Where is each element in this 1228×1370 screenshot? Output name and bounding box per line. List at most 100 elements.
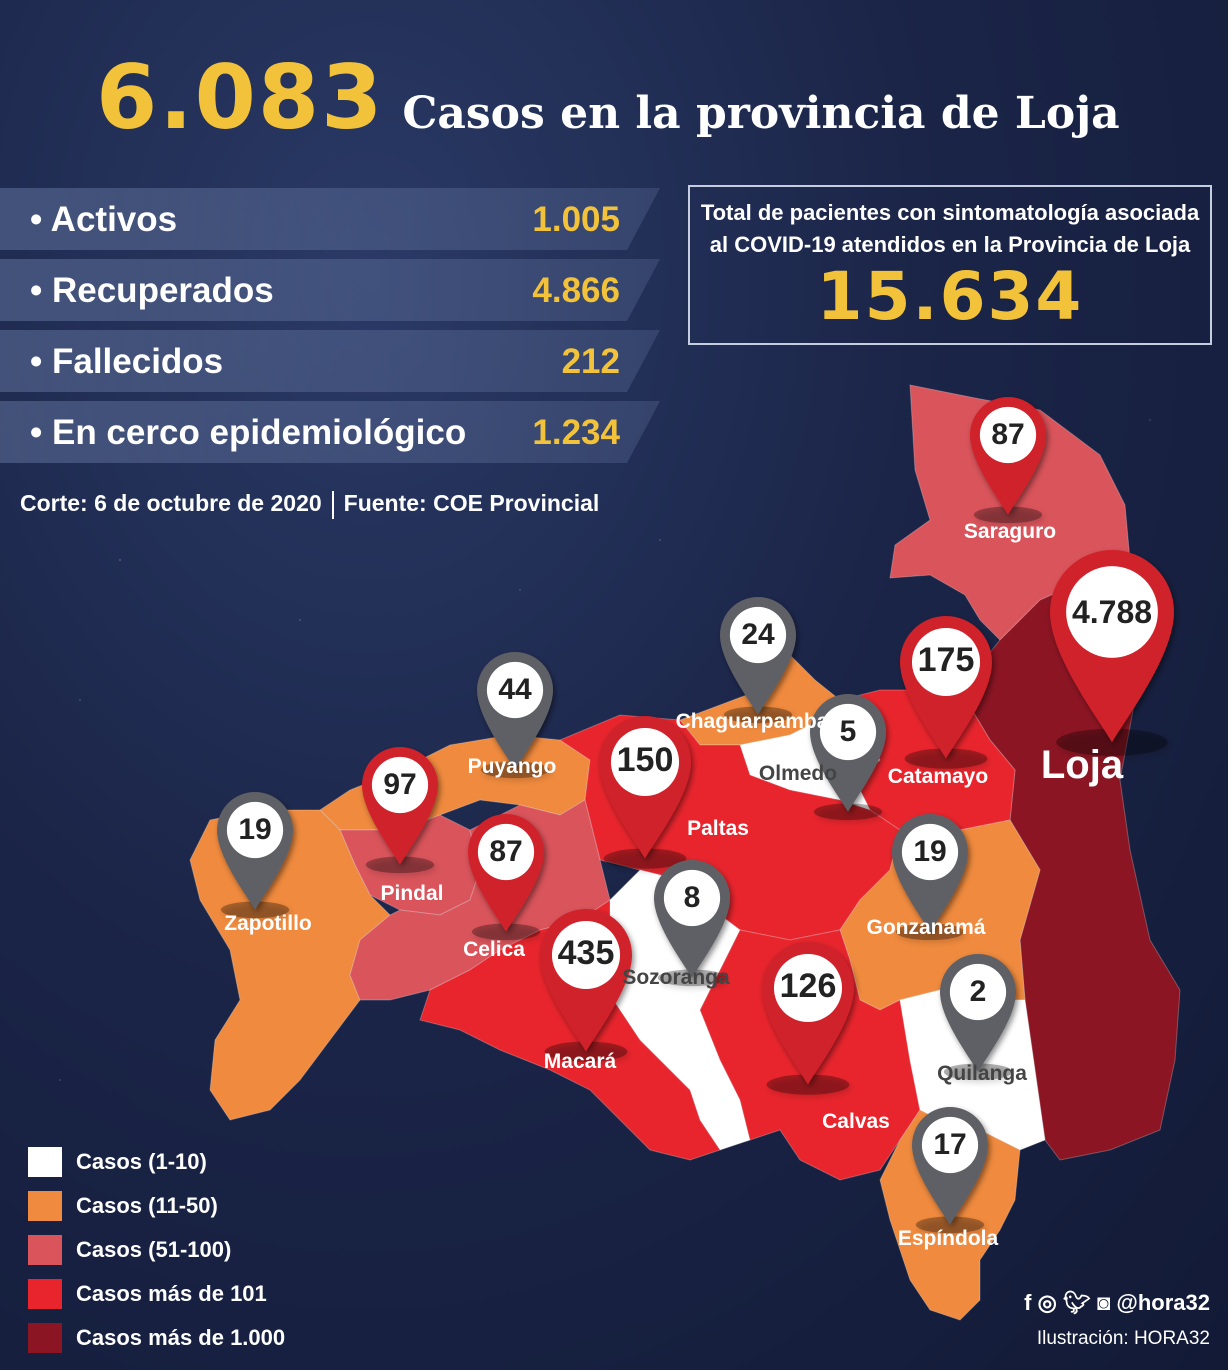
canton-label-puyango: Puyango xyxy=(468,755,557,778)
canton-label-saraguro: Saraguro xyxy=(964,520,1056,543)
pin-inner-circle xyxy=(551,920,621,990)
stat-label: • Recuperados xyxy=(30,271,274,310)
headline-title: Casos en la provincia de Loja xyxy=(402,88,1120,139)
social-handle[interactable]: @hora32 xyxy=(1116,1290,1210,1315)
pin-inner-circle xyxy=(663,869,721,927)
pin-case-count: 175 xyxy=(918,641,975,679)
map-pin-saraguro[interactable]: 87 xyxy=(970,397,1046,524)
cutoff-date: Corte: 6 de octubre de 2020 xyxy=(20,490,322,516)
map-pin-sozoranga[interactable]: 8 xyxy=(654,860,730,987)
legend-item: Casos (1-10) xyxy=(28,1140,285,1184)
pin-case-count: 4.788 xyxy=(1072,594,1152,630)
pin-case-count: 2 xyxy=(970,975,987,1008)
canton-label-zapotillo: Zapotillo xyxy=(224,912,312,935)
map-pin-quilanga[interactable]: 2 xyxy=(940,954,1016,1081)
legend-label: Casos (1-10) xyxy=(76,1149,207,1174)
stat-label: • En cerco epidemiológico xyxy=(30,413,467,452)
pin-inner-circle xyxy=(921,1116,979,1174)
legend-label: Casos más de 101 xyxy=(76,1281,267,1306)
pin-inner-circle xyxy=(911,627,981,697)
stat-value: 212 xyxy=(561,342,620,381)
map-pin-paltas[interactable]: 150 xyxy=(599,716,691,869)
instagram-icon[interactable]: ◙ xyxy=(1096,1290,1111,1315)
caption-line-2: al COVID-19 atendidos en la Provincia de… xyxy=(709,232,1191,257)
legend-swatch xyxy=(28,1235,62,1265)
canton-label-macara: Macará xyxy=(544,1050,617,1073)
pin-case-count: 126 xyxy=(780,967,837,1005)
canton-label-paltas: Paltas xyxy=(687,817,749,840)
canton-label-calvas: Calvas xyxy=(822,1110,890,1133)
pin-inner-circle xyxy=(729,606,787,664)
total-patients-caption: Total de pacientes con sintomatología as… xyxy=(690,197,1210,261)
pin-case-count: 19 xyxy=(913,835,946,868)
canton-label-celica: Celica xyxy=(463,938,525,961)
map-pin-macara[interactable]: 435 xyxy=(540,909,632,1062)
canton-label-sozoranga: Sozoranga xyxy=(622,966,730,989)
stat-row-cerco: • En cerco epidemiológico 1.234 xyxy=(0,401,660,463)
legend-swatch xyxy=(28,1323,62,1353)
canton-label-catamayo: Catamayo xyxy=(888,765,988,788)
canton-label-espindola: Espíndola xyxy=(898,1227,999,1250)
pin-inner-circle xyxy=(371,756,429,814)
pin-case-count: 44 xyxy=(498,673,532,706)
pin-inner-circle xyxy=(226,801,284,859)
pin-case-count: 87 xyxy=(991,418,1024,451)
pin-case-count: 17 xyxy=(933,1128,966,1161)
legend-swatch xyxy=(28,1147,62,1177)
source-line: Corte: 6 de octubre de 2020 Fuente: COE P… xyxy=(20,490,599,519)
legend-item: Casos (51-100) xyxy=(28,1228,285,1272)
data-source: Fuente: COE Provincial xyxy=(343,490,600,516)
region-zapotillo xyxy=(189,809,391,1121)
stat-value: 1.234 xyxy=(532,413,620,452)
canton-label-gonzanama: Gonzanamá xyxy=(866,916,985,939)
canton-label-pindal: Pindal xyxy=(380,882,443,905)
map-pin-puyango[interactable]: 44 xyxy=(477,652,553,779)
pin-inner-circle xyxy=(610,727,680,797)
pin-inner-circle xyxy=(901,823,959,881)
legend-label: Casos (11-50) xyxy=(76,1193,218,1218)
map-pin-olmedo[interactable]: 5 xyxy=(810,694,886,821)
whatsapp-icon[interactable]: ◎ xyxy=(1037,1290,1057,1315)
map-pin-celica[interactable]: 87 xyxy=(468,814,544,941)
pin-case-count: 97 xyxy=(383,768,416,801)
pin-case-count: 150 xyxy=(617,741,674,779)
total-patients-value: 15.634 xyxy=(816,258,1084,335)
headline: 6.083 Casos en la provincia de Loja xyxy=(96,46,1120,149)
legend-swatch xyxy=(28,1191,62,1221)
legend-item: Casos más de 1.000 xyxy=(28,1316,285,1360)
map-pin-gonzanama[interactable]: 19 xyxy=(892,814,968,941)
legend-swatch xyxy=(28,1279,62,1309)
legend-item: Casos (11-50) xyxy=(28,1184,285,1228)
stat-label: • Activos xyxy=(30,200,178,239)
map-pin-chaguarpamba[interactable]: 24 xyxy=(720,597,796,724)
caption-line-1: Total de pacientes con sintomatología as… xyxy=(700,200,1200,225)
map-pin-loja[interactable]: 4.788 xyxy=(1050,550,1174,756)
canton-label-quilanga: Quilanga xyxy=(937,1062,1027,1085)
map-pin-catamayo[interactable]: 175 xyxy=(900,616,992,769)
map-pin-espindola[interactable]: 17 xyxy=(912,1107,988,1234)
divider xyxy=(331,490,334,519)
pin-inner-circle xyxy=(477,823,535,881)
facebook-icon[interactable]: f xyxy=(1024,1290,1032,1315)
map-pin-pindal[interactable]: 97 xyxy=(362,747,438,874)
pin-case-count: 24 xyxy=(741,618,775,651)
illustration-credit: Ilustración: HORA32 xyxy=(1036,1328,1210,1349)
twitter-icon[interactable]: 🐦︎ xyxy=(1062,1290,1091,1315)
map-pin-zapotillo[interactable]: 19 xyxy=(217,792,293,919)
pin-case-count: 19 xyxy=(238,813,271,846)
total-patients-box: Total de pacientes con sintomatología as… xyxy=(688,185,1212,345)
stat-label: • Fallecidos xyxy=(30,342,224,381)
pin-case-count: 87 xyxy=(489,835,522,868)
stat-row-activos: • Activos 1.005 xyxy=(0,188,660,250)
stat-row-recuperados: • Recuperados 4.866 xyxy=(0,259,660,321)
map-pin-calvas[interactable]: 126 xyxy=(762,942,854,1095)
stat-row-fallecidos: • Fallecidos 212 xyxy=(0,330,660,392)
pin-inner-circle xyxy=(1066,566,1158,658)
total-cases: 6.083 xyxy=(96,46,385,149)
canton-label-loja: Loja xyxy=(1041,743,1124,787)
canton-label-chaguarpamba: Chaguarpamba xyxy=(676,710,829,733)
pin-case-count: 5 xyxy=(840,715,857,748)
legend-item: Casos más de 101 xyxy=(28,1272,285,1316)
pin-inner-circle xyxy=(773,953,843,1023)
